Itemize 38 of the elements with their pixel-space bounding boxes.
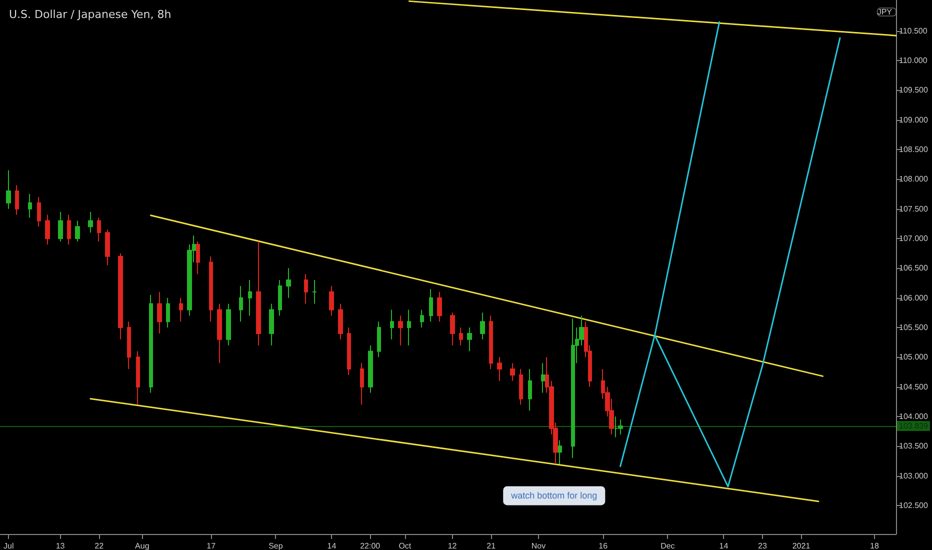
x-tick-label: 22: [94, 542, 104, 550]
y-tick-label: 110.000: [899, 56, 928, 66]
x-tick-label: Jul: [4, 542, 14, 550]
x-tick-label: 14: [719, 542, 729, 550]
y-tick-label: 108.000: [899, 174, 928, 184]
y-tick-label: 106.500: [899, 264, 928, 273]
x-tick-label: 16: [598, 542, 608, 550]
y-tick-label: 105.000: [899, 352, 928, 362]
y-tick-label: 107.000: [899, 234, 928, 244]
x-tick-label: Oct: [398, 542, 412, 550]
y-tick-label: 102.500: [899, 501, 928, 510]
y-tick-label: 105.500: [899, 323, 928, 332]
y-tick-label: 106.000: [899, 293, 928, 302]
x-tick-label: Aug: [135, 542, 150, 550]
y-tick-label: 109.000: [899, 115, 928, 124]
x-tick-label: 2021: [792, 542, 811, 550]
x-tick-label: Sep: [268, 542, 284, 550]
x-tick-label: Nov: [531, 542, 546, 550]
x-tick-label: 17: [206, 542, 216, 550]
y-tick-label: 109.500: [899, 86, 928, 95]
x-tick-label: 13: [56, 542, 66, 550]
y-tick-label: 107.500: [899, 204, 928, 214]
y-tick-label: 110.500: [899, 26, 928, 36]
y-tick-label: 104.500: [899, 382, 928, 392]
y-axis-title: JPY: [877, 8, 893, 16]
y-tick-label: 103.500: [899, 442, 928, 451]
x-tick-label: 21: [486, 542, 496, 550]
x-tick-label: 22:00: [360, 542, 381, 550]
x-tick-label: 23: [758, 542, 768, 550]
text: U.S. Dollar / Japanese Yen, 8h: [9, 8, 172, 21]
y-tick-label: 103.000: [899, 471, 928, 480]
x-tick-label: 14: [327, 542, 337, 550]
x-tick-label: 12: [448, 542, 458, 550]
x-tick-label: 18: [870, 542, 880, 550]
y-tick-label: 108.500: [899, 145, 928, 154]
y-tick-label: 104.000: [899, 412, 928, 422]
annotation: watch bottom for long: [510, 490, 598, 501]
x-tick-label: Dec: [660, 542, 675, 550]
